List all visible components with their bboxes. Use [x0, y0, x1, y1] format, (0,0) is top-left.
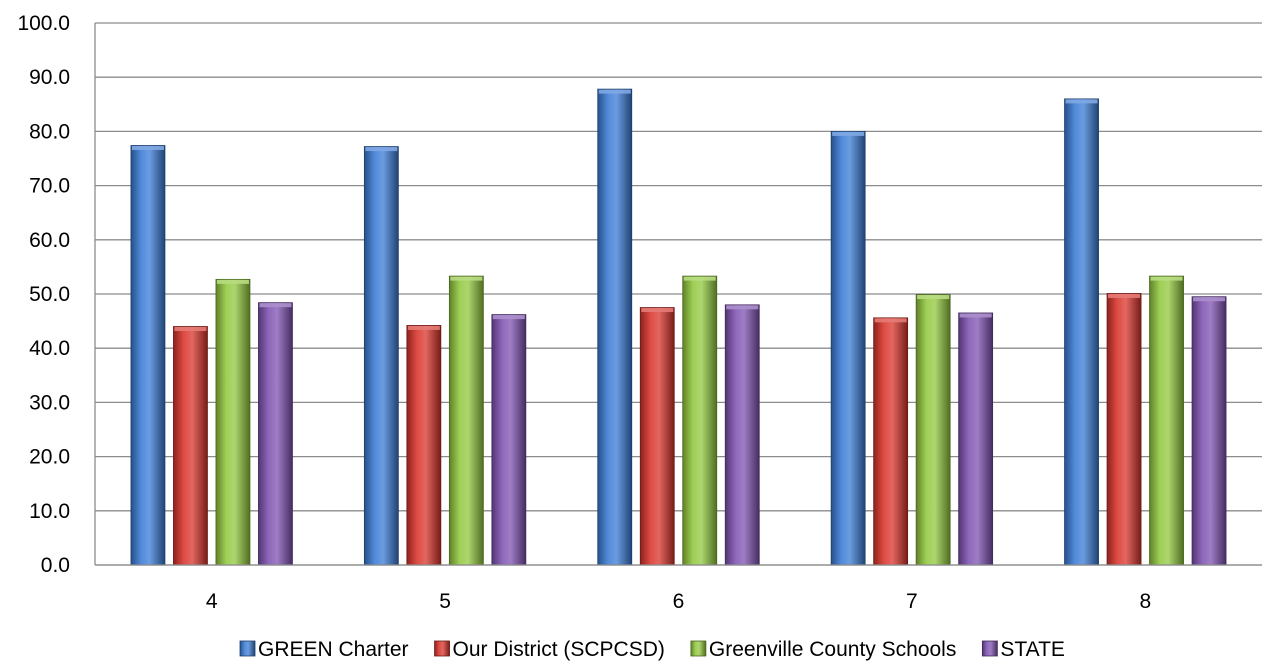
legend-item-0: GREEN Charter: [239, 638, 409, 661]
legend-item-1: Our District (SCPCSD): [434, 638, 665, 661]
legend-label: Greenville County Schools: [709, 638, 956, 661]
bar-greenville-county-schools-6: [682, 275, 718, 566]
y-tick-label: 50.0: [29, 283, 70, 306]
bar-our-district-scpcsd-7: [873, 317, 909, 566]
legend-label: GREEN Charter: [258, 638, 409, 661]
bar-state-8: [1191, 296, 1227, 566]
y-axis-tick-labels: 0.0 10.0 20.0 30.0 40.0 50.0 60.0 70.0 80.0 90.0 1…: [17, 12, 70, 577]
legend-label: STATE: [1000, 638, 1065, 661]
y-tick-label: 10.0: [29, 500, 70, 523]
x-tick-label: 5: [439, 590, 451, 613]
y-tick-label: 30.0: [29, 391, 70, 414]
legend-label: Our District (SCPCSD): [453, 638, 665, 661]
bar-green-charter-5: [363, 146, 399, 566]
bar-our-district-scpcsd-8: [1106, 293, 1142, 566]
bar-greenville-county-schools-5: [448, 275, 484, 566]
y-tick-label: 70.0: [29, 175, 70, 198]
y-tick-label: 100.0: [17, 12, 70, 35]
y-tick-label: 20.0: [29, 446, 70, 469]
bars: [130, 88, 1227, 566]
bar-state-7: [958, 312, 994, 566]
bar-greenville-county-schools-7: [915, 294, 951, 566]
x-tick-label: 6: [673, 590, 685, 613]
legend-item-3: STATE: [981, 638, 1065, 661]
bar-greenville-county-schools-4: [215, 278, 251, 566]
legend: GREEN Charter Our District (SCPCSD) Greenv…: [239, 638, 1065, 661]
y-tick-label: 90.0: [29, 66, 70, 89]
bar-our-district-scpcsd-6: [639, 307, 675, 566]
bar-green-charter-4: [130, 145, 166, 566]
bar-greenville-county-schools-8: [1149, 275, 1184, 566]
y-tick-label: 60.0: [29, 229, 70, 252]
bar-green-charter-6: [597, 88, 633, 566]
x-tick-label: 7: [906, 590, 918, 613]
y-tick-label: 0.0: [41, 554, 70, 577]
x-axis-tick-labels: 4 5 6 7 8: [206, 590, 1151, 613]
bar-our-district-scpcsd-5: [406, 325, 442, 566]
legend-item-2: Greenville County Schools: [690, 638, 956, 661]
x-tick-label: 8: [1139, 590, 1151, 613]
y-tick-label: 40.0: [29, 337, 70, 360]
x-tick-label: 4: [206, 590, 218, 613]
bar-state-5: [491, 314, 527, 566]
bar-green-charter-8: [1064, 98, 1099, 566]
bar-green-charter-7: [830, 130, 866, 566]
axes: [94, 23, 1262, 566]
bar-state-4: [258, 302, 293, 566]
y-tick-label: 80.0: [29, 120, 70, 143]
bar-our-district-scpcsd-4: [173, 326, 208, 566]
bar-state-6: [724, 304, 760, 566]
